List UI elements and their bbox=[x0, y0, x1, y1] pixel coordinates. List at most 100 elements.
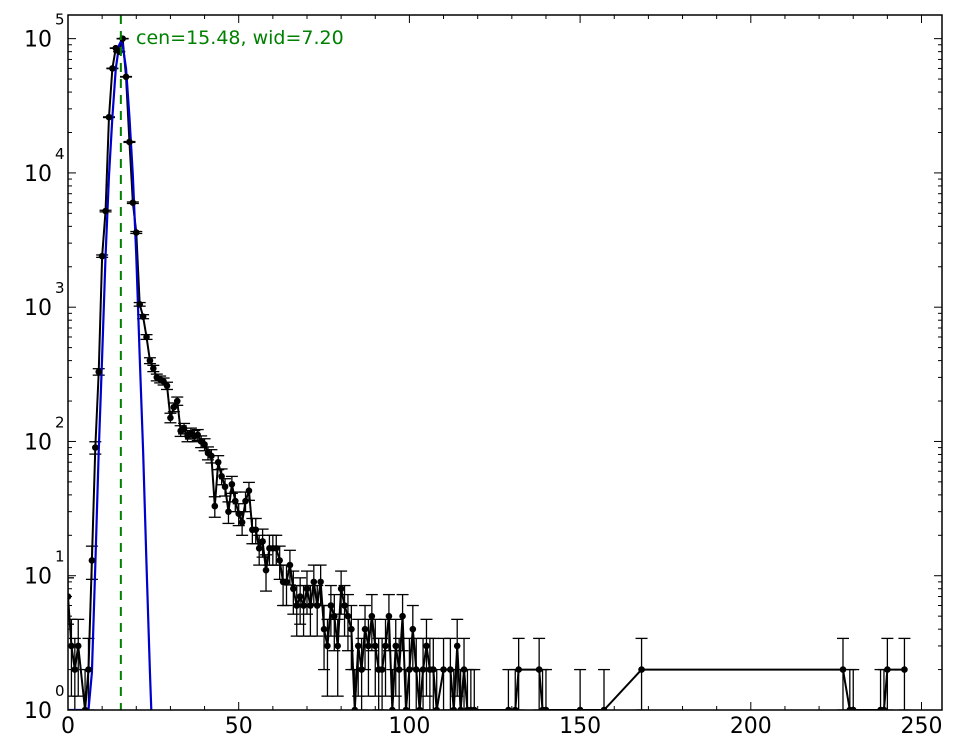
data-point bbox=[71, 666, 79, 673]
data-point bbox=[262, 566, 270, 574]
data-point bbox=[310, 578, 318, 586]
x-tick-label: 250 bbox=[901, 714, 943, 739]
data-point bbox=[208, 452, 215, 460]
data-point bbox=[385, 612, 393, 620]
data-point bbox=[450, 706, 458, 710]
data-point bbox=[129, 199, 137, 207]
data-point bbox=[351, 706, 359, 710]
data-point bbox=[109, 65, 116, 72]
data-point bbox=[150, 365, 157, 372]
data-point bbox=[167, 414, 174, 422]
data-point bbox=[211, 502, 219, 510]
data-point bbox=[460, 666, 468, 673]
data-point bbox=[378, 666, 386, 673]
x-tick-label: 100 bbox=[388, 714, 430, 739]
data-point bbox=[122, 73, 130, 81]
data-point bbox=[296, 593, 304, 600]
data-point bbox=[470, 706, 478, 710]
y-tick-label-base: 10 bbox=[24, 430, 52, 455]
data-point bbox=[85, 666, 92, 673]
data-point bbox=[412, 666, 420, 673]
data-point bbox=[307, 602, 314, 609]
data-point bbox=[447, 666, 454, 673]
y-tick-label-exponent: 2 bbox=[55, 413, 65, 431]
y-tick-label-base: 10 bbox=[24, 28, 52, 53]
x-tick-label: 50 bbox=[225, 714, 253, 739]
data-point bbox=[324, 642, 331, 650]
data-point bbox=[511, 706, 519, 710]
data-point bbox=[371, 642, 379, 650]
data-point bbox=[194, 431, 202, 439]
data-point bbox=[74, 642, 82, 650]
data-line bbox=[68, 38, 905, 710]
data-point bbox=[276, 557, 283, 564]
data-point bbox=[638, 666, 645, 673]
data-point bbox=[348, 625, 355, 633]
data-point bbox=[126, 138, 133, 146]
data-point bbox=[95, 368, 103, 376]
data-point bbox=[102, 207, 109, 215]
data-point bbox=[399, 612, 406, 620]
data-point bbox=[235, 510, 243, 517]
y-tick-label-base: 10 bbox=[24, 296, 52, 321]
data-point bbox=[136, 301, 143, 308]
data-point bbox=[358, 666, 365, 673]
data-point bbox=[839, 666, 847, 673]
data-point bbox=[272, 545, 280, 552]
data-point bbox=[293, 602, 301, 609]
data-point bbox=[453, 642, 461, 650]
data-point bbox=[170, 403, 178, 411]
data-point bbox=[228, 480, 236, 488]
data-point bbox=[300, 602, 307, 609]
data-point bbox=[173, 397, 181, 405]
data-point bbox=[419, 666, 427, 673]
data-point bbox=[341, 602, 348, 609]
fit-curve bbox=[68, 39, 153, 710]
data-point bbox=[337, 585, 345, 593]
y-tick-label-base: 10 bbox=[24, 699, 52, 724]
data-point bbox=[409, 625, 417, 633]
y-tick-label-exponent: 4 bbox=[55, 145, 65, 163]
data-point bbox=[139, 313, 147, 320]
data-point bbox=[92, 444, 99, 451]
data-point bbox=[286, 561, 294, 569]
data-point bbox=[238, 518, 246, 526]
data-point bbox=[105, 113, 113, 121]
x-tick-label: 150 bbox=[559, 714, 601, 739]
plot-marks bbox=[68, 15, 911, 710]
data-point bbox=[368, 612, 376, 620]
data-point bbox=[515, 666, 522, 673]
data-point bbox=[406, 666, 413, 673]
data-point bbox=[252, 526, 260, 534]
data-point bbox=[221, 483, 229, 491]
data-point bbox=[327, 602, 335, 609]
data-point bbox=[255, 545, 263, 552]
data-point bbox=[303, 585, 311, 593]
data-point bbox=[245, 487, 253, 494]
data-point bbox=[163, 382, 171, 390]
data-point bbox=[283, 578, 290, 586]
data-point bbox=[180, 425, 188, 432]
data-point bbox=[880, 706, 888, 710]
data-point bbox=[433, 706, 441, 710]
fit-annotation: cen=15.48, wid=7.20 bbox=[136, 27, 344, 49]
data-point bbox=[505, 706, 512, 710]
data-point bbox=[382, 642, 389, 650]
data-point bbox=[430, 666, 437, 673]
data-point bbox=[402, 706, 410, 710]
data-point bbox=[395, 666, 403, 673]
data-point bbox=[334, 642, 342, 650]
data-point bbox=[146, 357, 154, 364]
data-point bbox=[416, 706, 423, 710]
data-point bbox=[423, 642, 430, 650]
data-point bbox=[600, 706, 608, 710]
data-point bbox=[884, 666, 891, 673]
x-tick-label: 200 bbox=[730, 714, 772, 739]
data-point bbox=[440, 666, 447, 673]
data-point bbox=[88, 557, 96, 564]
axis-ticks bbox=[67, 15, 942, 711]
y-tick-label-exponent: 3 bbox=[55, 279, 65, 297]
data-point bbox=[218, 473, 225, 480]
x-tick-label: 0 bbox=[61, 714, 75, 739]
